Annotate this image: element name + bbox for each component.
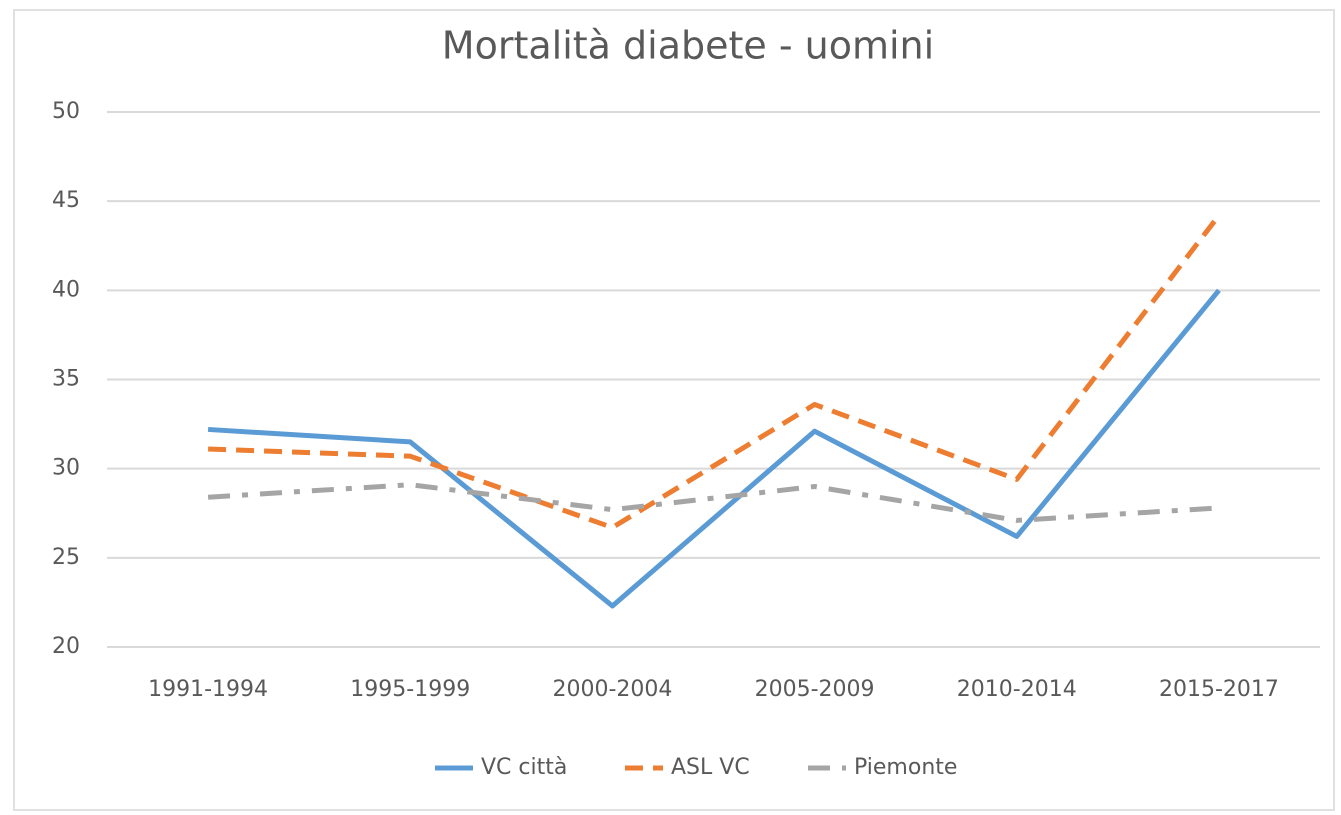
chart-frame [13, 9, 1335, 811]
x-tick-label: 1991-1994 [148, 677, 268, 702]
legend-label: ASL VC [671, 755, 750, 780]
y-tick-label: 45 [52, 188, 80, 213]
x-tick-label: 2000-2004 [552, 677, 672, 702]
series-line [207, 482, 1220, 523]
x-tick-label: 2015-2017 [1159, 677, 1279, 702]
y-tick-label: 20 [52, 634, 80, 659]
legend-label: VC città [481, 755, 567, 780]
y-tick-label: 25 [52, 545, 80, 570]
y-tick-label: 35 [52, 367, 80, 392]
x-tick-label: 1995-1999 [350, 677, 470, 702]
y-tick-label: 30 [52, 456, 80, 481]
legend-label: Piemonte [854, 755, 957, 780]
y-tick-label: 50 [52, 99, 80, 124]
x-tick-label: 2010-2014 [957, 677, 1077, 702]
series-line [207, 288, 1221, 609]
series-line [207, 213, 1221, 531]
y-tick-label: 40 [52, 277, 80, 302]
chart-title: Mortalità diabete - uomini [442, 24, 934, 68]
x-tick-label: 2005-2009 [755, 677, 875, 702]
